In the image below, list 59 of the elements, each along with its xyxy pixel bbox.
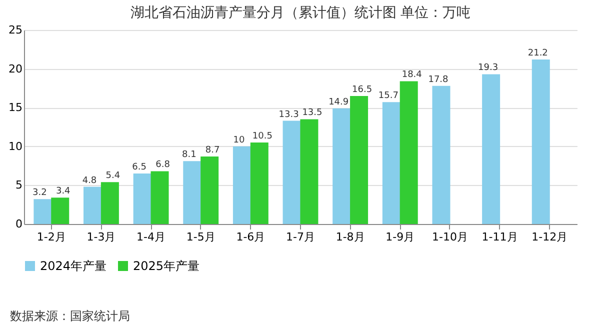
source-note: 数据来源：国家统计局 — [10, 308, 130, 325]
data-label: 10.5 — [252, 132, 272, 142]
data-label: 16.5 — [352, 84, 372, 95]
y-tick-label: 5 — [16, 178, 22, 192]
bar — [51, 198, 70, 224]
bar — [183, 161, 202, 224]
bar — [232, 146, 251, 224]
data-label: 14.9 — [328, 97, 349, 108]
y-tick-label: 15 — [8, 101, 22, 114]
x-tick-label: 1-12月 — [532, 230, 568, 244]
y-tick-label: 20 — [8, 62, 22, 76]
bar — [250, 142, 268, 224]
data-label: 17.8 — [428, 74, 449, 85]
data-label: 13.3 — [278, 110, 299, 120]
data-label: 6.8 — [156, 160, 170, 170]
x-tick-label: 1-9月 — [386, 230, 415, 244]
bar — [84, 186, 102, 224]
bar — [200, 156, 219, 224]
bar — [100, 182, 119, 224]
data-label: 5.4 — [106, 171, 120, 182]
chart-title: 湖北省石油沥青产量分月（累计值）统计图 单位：万吨 — [130, 5, 471, 21]
bar — [34, 199, 52, 224]
data-label: 8.1 — [182, 150, 196, 160]
data-label: 21.2 — [528, 48, 548, 58]
data-label: 10 — [233, 135, 245, 146]
x-tick-label: 1-8月 — [336, 230, 365, 244]
x-tick-label: 1-5月 — [186, 230, 216, 244]
data-label: 8.7 — [205, 145, 220, 156]
data-label: 18.4 — [402, 70, 422, 80]
x-tick-label: 1-10月 — [432, 230, 468, 244]
legend-label: 2024年产量 — [40, 259, 107, 273]
bar — [150, 171, 169, 224]
bar — [350, 96, 368, 224]
bar — [532, 59, 550, 224]
x-tick-label: 1-3月 — [86, 230, 116, 244]
y-tick-label: 25 — [8, 24, 22, 36]
bar — [400, 81, 418, 224]
y-tick-label: 0 — [16, 218, 22, 230]
bar — [482, 74, 500, 224]
bar — [382, 102, 400, 224]
bar — [282, 120, 301, 224]
bar — [300, 119, 318, 224]
y-tick-label: 10 — [8, 140, 22, 153]
bar — [432, 86, 450, 224]
data-label: 4.8 — [82, 176, 97, 186]
bar — [332, 108, 351, 224]
data-label: 6.5 — [132, 162, 146, 173]
x-tick-label: 1-2月 — [36, 230, 66, 244]
x-tick-label: 1-6月 — [236, 230, 266, 244]
data-label: 13.5 — [302, 108, 322, 118]
data-label: 3.4 — [56, 186, 71, 197]
x-tick-label: 1-11月 — [482, 230, 518, 244]
legend-label: 2025年产量 — [133, 259, 200, 273]
data-label: 19.3 — [478, 63, 498, 74]
data-label: 15.7 — [378, 91, 398, 102]
data-label: 3.2 — [32, 188, 47, 198]
x-tick-label: 1-4月 — [136, 230, 166, 244]
bar — [133, 174, 152, 224]
x-tick-label: 1-7月 — [286, 230, 315, 244]
